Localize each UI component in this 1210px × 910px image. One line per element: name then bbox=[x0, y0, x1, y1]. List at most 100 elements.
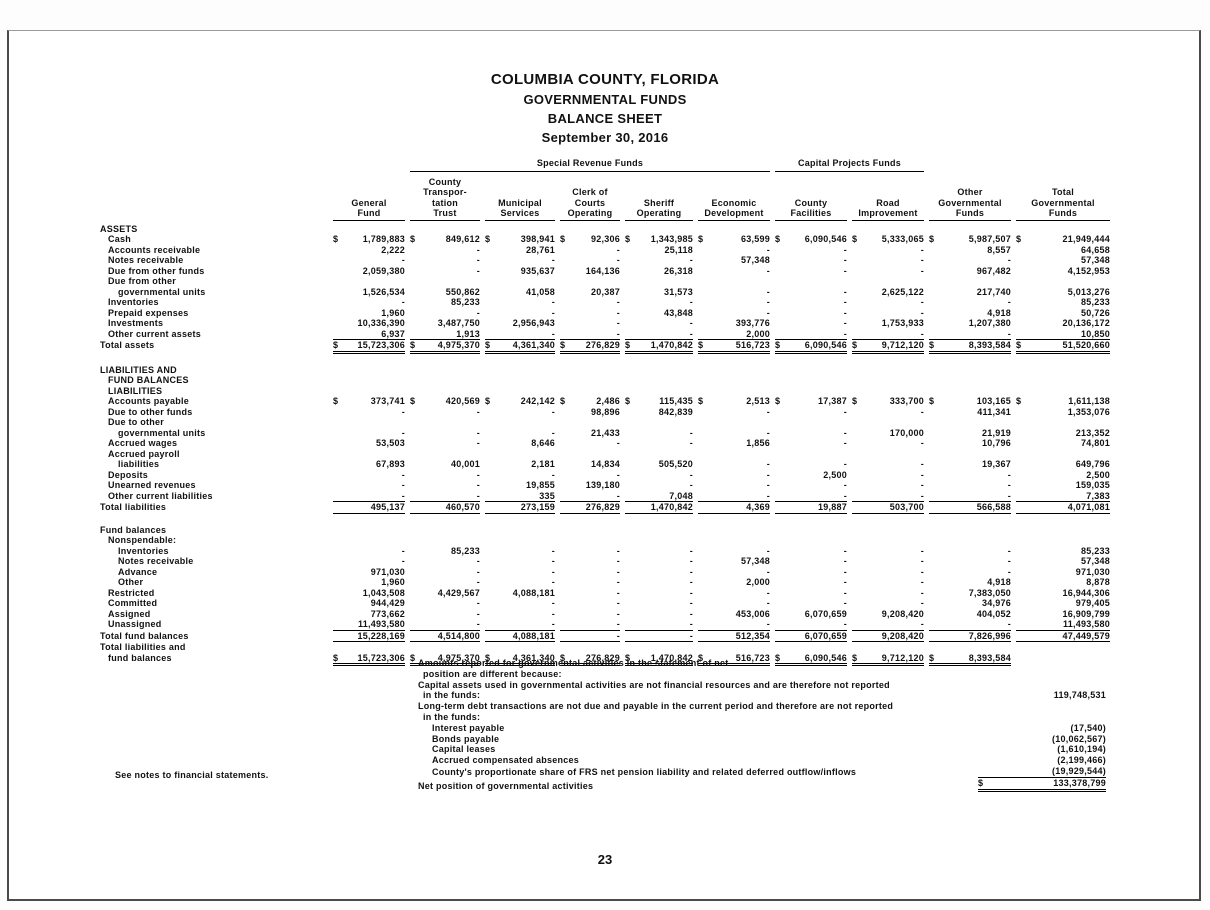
reconciliation-item-label: Accrued compensated absences bbox=[418, 755, 978, 766]
value-cell: - bbox=[766, 480, 770, 490]
cell-amount: 5,333,065 bbox=[881, 234, 924, 244]
reconciliation-text-line: in the funds: bbox=[423, 711, 481, 722]
column-header-general: General Fund bbox=[333, 198, 405, 221]
section-heading-fund-balances: Fund balances bbox=[100, 524, 167, 535]
value-cell: 217,740 bbox=[976, 286, 1011, 297]
value-cell bbox=[485, 449, 555, 460]
value-cell: $1,611,138 bbox=[1016, 396, 1110, 407]
value-cell: - bbox=[920, 244, 924, 255]
value-cell: - bbox=[476, 255, 480, 265]
value-cell: 4,088,181 bbox=[512, 587, 555, 598]
value-cell: 2,222 bbox=[381, 244, 405, 255]
value-cell: 460,570 bbox=[410, 502, 480, 514]
value-cell: - bbox=[843, 286, 847, 297]
value-cell bbox=[1016, 276, 1110, 287]
value-cell: - bbox=[843, 480, 847, 490]
value-cell: 8,878 bbox=[1086, 577, 1110, 587]
value-cell bbox=[775, 276, 847, 287]
value-cell: - bbox=[625, 631, 693, 642]
row-label: Notes receivable bbox=[108, 255, 184, 265]
dollar-sign: $ bbox=[775, 396, 781, 406]
cell-amount: 242,142 bbox=[520, 396, 555, 406]
value-cell bbox=[410, 417, 480, 428]
value-cell: - bbox=[766, 406, 770, 417]
value-cell: $9,712,120 bbox=[852, 340, 924, 354]
column-header-line: Improvement bbox=[858, 208, 918, 218]
row-label: Notes receivable bbox=[118, 556, 194, 566]
value-cell: 4,918 bbox=[987, 577, 1011, 587]
cell-amount: 1,470,842 bbox=[650, 652, 693, 663]
value-cell: $15,723,306 bbox=[333, 653, 405, 666]
column-header-line: Governmental bbox=[1031, 197, 1095, 208]
cell-amount: 276,829 bbox=[585, 652, 620, 663]
column-header-line: County bbox=[428, 176, 462, 187]
column-header-line: Trust bbox=[433, 208, 457, 218]
section-heading-assets: ASSETS bbox=[100, 223, 138, 234]
value-cell: - bbox=[476, 469, 480, 480]
value-cell: $516,723 bbox=[698, 653, 770, 666]
page-number: 23 bbox=[597, 852, 613, 867]
column-header-clerk-of-courts: Clerk of Courts Operating bbox=[560, 187, 620, 221]
value-cell: $9,712,120 bbox=[852, 652, 924, 666]
value-cell: - bbox=[689, 577, 693, 587]
column-header-line: tation bbox=[432, 197, 458, 208]
reconciliation-text-line: in the funds: bbox=[423, 690, 481, 701]
row-label: Cash bbox=[108, 234, 132, 244]
value-cell: 1,856 bbox=[746, 438, 770, 448]
cell-amount: 9,712,120 bbox=[881, 652, 924, 663]
dollar-sign: $ bbox=[560, 234, 566, 244]
value-cell: - bbox=[551, 545, 555, 556]
value-cell bbox=[929, 642, 1011, 653]
value-cell: 57,348 bbox=[740, 556, 770, 566]
value-cell: 16,944,306 bbox=[1062, 587, 1110, 598]
section-heading-liabilities: LIABILITIES bbox=[108, 385, 163, 396]
value-cell: - bbox=[551, 556, 555, 566]
value-cell: 85,233 bbox=[450, 545, 480, 556]
reconciliation-item: Bonds payable (10,062,567) bbox=[418, 734, 1106, 745]
value-cell: 9,208,420 bbox=[881, 608, 924, 619]
value-cell: - bbox=[616, 307, 620, 318]
dollar-sign: $ bbox=[410, 396, 416, 406]
group-header-spacer bbox=[100, 158, 328, 177]
dollar-sign: $ bbox=[1016, 396, 1022, 406]
value-cell: 512,354 bbox=[698, 631, 770, 642]
column-header-line: Sheriff bbox=[643, 197, 675, 208]
dollar-sign: $ bbox=[485, 396, 491, 406]
value-cell: - bbox=[766, 427, 770, 438]
column-header-municipal-services: Municipal Services bbox=[485, 198, 555, 221]
row-label: Inventories bbox=[108, 297, 159, 307]
value-cell: - bbox=[920, 598, 924, 608]
value-cell: 15,228,169 bbox=[333, 631, 405, 642]
value-cell: - bbox=[929, 619, 1011, 631]
column-header-line: Operating bbox=[567, 208, 613, 218]
value-cell: 2,000 bbox=[698, 329, 770, 340]
value-cell: 9,208,420 bbox=[852, 631, 924, 642]
value-cell: - bbox=[775, 491, 847, 502]
value-cell: - bbox=[920, 480, 924, 490]
value-cell: 273,159 bbox=[485, 502, 555, 514]
value-cell: - bbox=[476, 556, 480, 566]
footer-note: See notes to financial statements. bbox=[115, 770, 269, 780]
column-header-county-facilities: County Facilities bbox=[775, 198, 847, 221]
column-header-line: General bbox=[351, 197, 387, 208]
value-cell: 4,918 bbox=[987, 307, 1011, 318]
cell-amount: 15,723,306 bbox=[357, 340, 405, 350]
value-cell bbox=[625, 276, 693, 287]
value-cell: 1,753,933 bbox=[881, 318, 924, 328]
value-cell: - bbox=[476, 566, 480, 577]
row-label: fund balances bbox=[108, 652, 172, 663]
value-cell: 773,662 bbox=[370, 608, 405, 619]
cell-amount: 6,090,546 bbox=[804, 340, 847, 350]
value-cell: - bbox=[843, 566, 847, 577]
value-cell: $51,520,660 bbox=[1016, 340, 1110, 354]
column-header-line: Governmental bbox=[938, 197, 1002, 208]
cell-amount: 4,361,340 bbox=[512, 652, 555, 663]
value-cell: 11,493,580 bbox=[1016, 619, 1110, 631]
value-cell: 98,896 bbox=[590, 406, 620, 417]
column-header-line: County bbox=[794, 197, 828, 208]
value-cell: $1,789,883 bbox=[333, 234, 405, 245]
value-cell: 8,646 bbox=[531, 438, 555, 448]
value-cell: $420,569 bbox=[410, 396, 480, 407]
value-cell bbox=[852, 449, 924, 460]
value-cell: 335 bbox=[485, 491, 555, 502]
